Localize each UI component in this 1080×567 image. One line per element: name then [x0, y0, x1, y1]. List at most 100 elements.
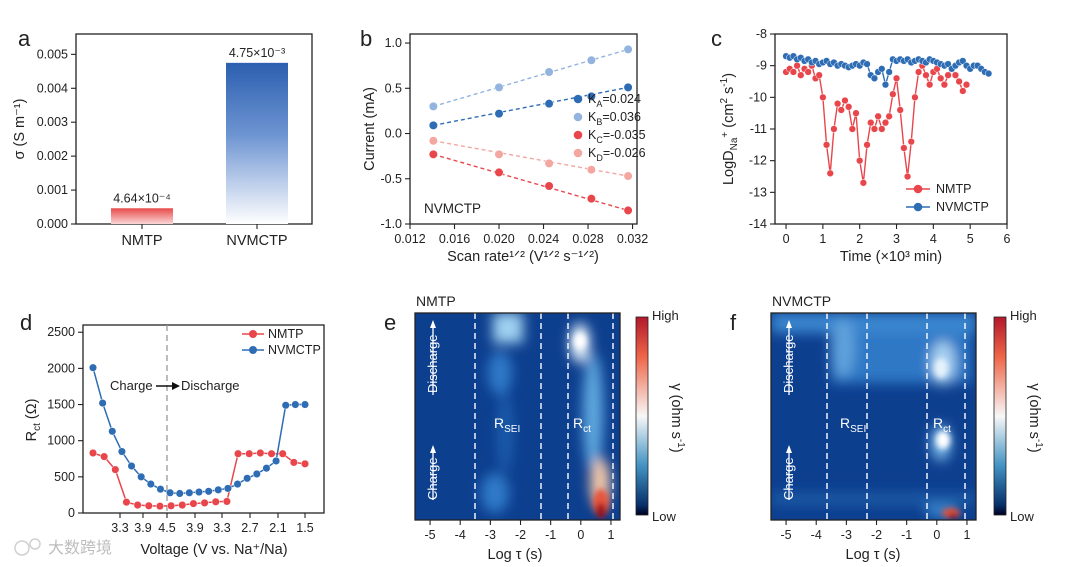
panel-e-x-tick-label: -2 [515, 528, 526, 542]
panel-b-fit-line [433, 86, 629, 127]
panel-b-data-point [544, 99, 554, 109]
panel-d-data-point [256, 448, 265, 458]
panel-d-x-tick-label: 2.7 [241, 521, 258, 535]
panel-c-data-point [863, 60, 871, 68]
panel-label-e: e [384, 310, 396, 335]
panel-c-y-tick-label: -14 [749, 217, 767, 231]
panel-c-legend-marker [913, 184, 923, 194]
panel-d-legend-marker [249, 330, 257, 338]
panel-c-data-point [878, 125, 886, 133]
panel-d-x-tick-label: 2.1 [269, 521, 286, 535]
panel-b-annotation: NVMCTP [424, 201, 481, 216]
panel-d-y-axis-label: Rct (Ω) [24, 399, 43, 442]
panel-b-data-point [494, 82, 504, 92]
panel-d-data-point [127, 461, 136, 471]
panel-d-data-point [189, 499, 198, 508]
panel-d-x-tick-label: 3.9 [186, 521, 203, 535]
panel-d-ticks: 3.3 3.9 4.5 3.9 3.3 2.7 2.1 1.5 0 500 1000 1500 2000… [47, 325, 314, 535]
panel-b-legend-marker [573, 148, 583, 158]
panel-c-data-point [914, 68, 923, 76]
panel-e-colorbar [635, 316, 649, 516]
panel-d-data-point [300, 459, 310, 468]
panel-c-legend-label: NVMCTP [936, 200, 989, 214]
panel-e-x-tick-label: 1 [607, 528, 614, 542]
panel-c-data-point [926, 81, 934, 89]
panel-b-data-point [494, 167, 504, 178]
panel-f-x-tick-label: -5 [781, 528, 792, 542]
panel-c-data-point [896, 106, 904, 114]
panel-d-legend-label: NVMCTP [268, 343, 321, 357]
panel-a-y-tick-label: 0.000 [37, 217, 68, 231]
panel-f-colorbar-low: Low [1010, 509, 1034, 524]
panel-b-data-point [586, 165, 596, 175]
panel-b-y-axis-label: Current (mA) [362, 87, 378, 171]
bar-nvmctp [226, 62, 288, 224]
panel-d-discharge-label: Discharge [181, 378, 240, 393]
panel-f-heatmap-plot [771, 313, 976, 520]
panel-e-x-tick-label: -4 [455, 528, 466, 542]
panel-label-b: b [360, 26, 372, 51]
panel-b-data-point [544, 158, 554, 168]
panel-e-heatmap: NMTP R [414, 293, 686, 563]
panel-f-discharge-arrow-head-icon [786, 320, 792, 328]
panel-a-y-tick-label: 0.003 [37, 115, 68, 129]
panel-e-x-tick-label: 0 [577, 528, 584, 542]
panel-f-charge-label: Charge [781, 457, 796, 500]
panel-b-ticks: 0.012 0.016 0.020 0.024 0.028 0.032 -1.0 -0.5 0.… [380, 36, 648, 246]
panel-c-data-point [951, 71, 960, 79]
panel-d-y-tick-label: 1000 [47, 434, 75, 448]
panel-d-data-point [214, 485, 223, 494]
panel-b-data-point [586, 194, 596, 204]
watermark-logo-icon [14, 540, 30, 556]
panel-d-data-point [146, 480, 155, 489]
panel-d-legend: NMTP NVMCTP [242, 327, 321, 357]
panel-e-charge-label: Charge [425, 457, 440, 500]
panel-c-data-point [870, 74, 879, 82]
bar-nmtp [111, 208, 173, 224]
panel-b-data-point [544, 67, 554, 77]
panel-b-x-tick-label: 0.024 [528, 232, 559, 246]
panel-b-legend-label: KA=0.024 [588, 92, 641, 109]
panel-f-heatmap: NVMCTP [770, 293, 1044, 563]
panel-c-x-tick-label: 4 [930, 232, 937, 246]
panel-d-y-tick-label: 1500 [47, 398, 75, 412]
panel-c-y-axis-label: LogDNa+ (cm2 s-1) [719, 73, 740, 185]
panel-d-data-point [267, 449, 276, 458]
panel-c-legend-label: NMTP [936, 182, 971, 196]
panel-f-title: NVMCTP [772, 293, 831, 309]
panel-b-x-tick-label: 0.032 [617, 232, 648, 246]
panel-c-data-point [863, 141, 871, 149]
panel-d-data-point [88, 448, 98, 458]
panel-d-line-chart: 3.3 3.9 4.5 3.9 3.3 2.7 2.1 1.5 0 500 1000 1500 2000… [24, 324, 325, 558]
panel-d-data-point [100, 452, 109, 461]
panel-b-legend-marker [573, 112, 583, 122]
panel-c-data-point [900, 144, 908, 152]
panel-b-x-tick-label: 0.012 [394, 232, 425, 246]
panel-b-y-tick-label: 0.5 [385, 81, 402, 95]
panel-c-data-point [841, 96, 849, 105]
panel-d-arrow-head-icon [172, 382, 180, 390]
bar-nmtp-value-label: 4.64×10⁻⁴ [113, 191, 171, 205]
panel-c-data-point [815, 71, 823, 79]
panel-a-y-axis-label: σ (S m⁻¹) [12, 99, 28, 160]
panel-c-x-tick-label: 6 [1004, 232, 1011, 246]
panel-c-legend: NMTP NVMCTP [906, 182, 989, 214]
panel-d-data-point [88, 363, 98, 372]
panel-a-y-tick-label: 0.002 [37, 149, 68, 163]
panel-b-data-point [494, 149, 504, 159]
panel-c-data-point [937, 74, 945, 82]
panel-d-x-tick-label: 3.3 [213, 521, 230, 535]
panel-b-frame [409, 33, 638, 225]
panel-d-x-tick-label: 3.3 [111, 521, 128, 535]
panel-a-y-tick-label: 0.005 [37, 47, 68, 61]
panel-c-data-point [885, 112, 893, 120]
panel-c-data-point [881, 81, 890, 89]
panel-c-ticks: 0 1 2 3 4 5 6 -14 -13 -12 -11 -10 -9 -8 [749, 27, 1011, 246]
panel-b-legend-marker [573, 94, 583, 104]
panel-d-y-tick-label: 500 [54, 470, 75, 484]
panel-e-charge-arrow-head-icon [430, 445, 436, 453]
panel-d-data-point [156, 485, 165, 494]
panel-d-legend-label: NMTP [268, 327, 303, 341]
panel-b-x-tick-label: 0.028 [572, 232, 603, 246]
panel-e-x-axis-label: Log τ (s) [488, 547, 543, 563]
